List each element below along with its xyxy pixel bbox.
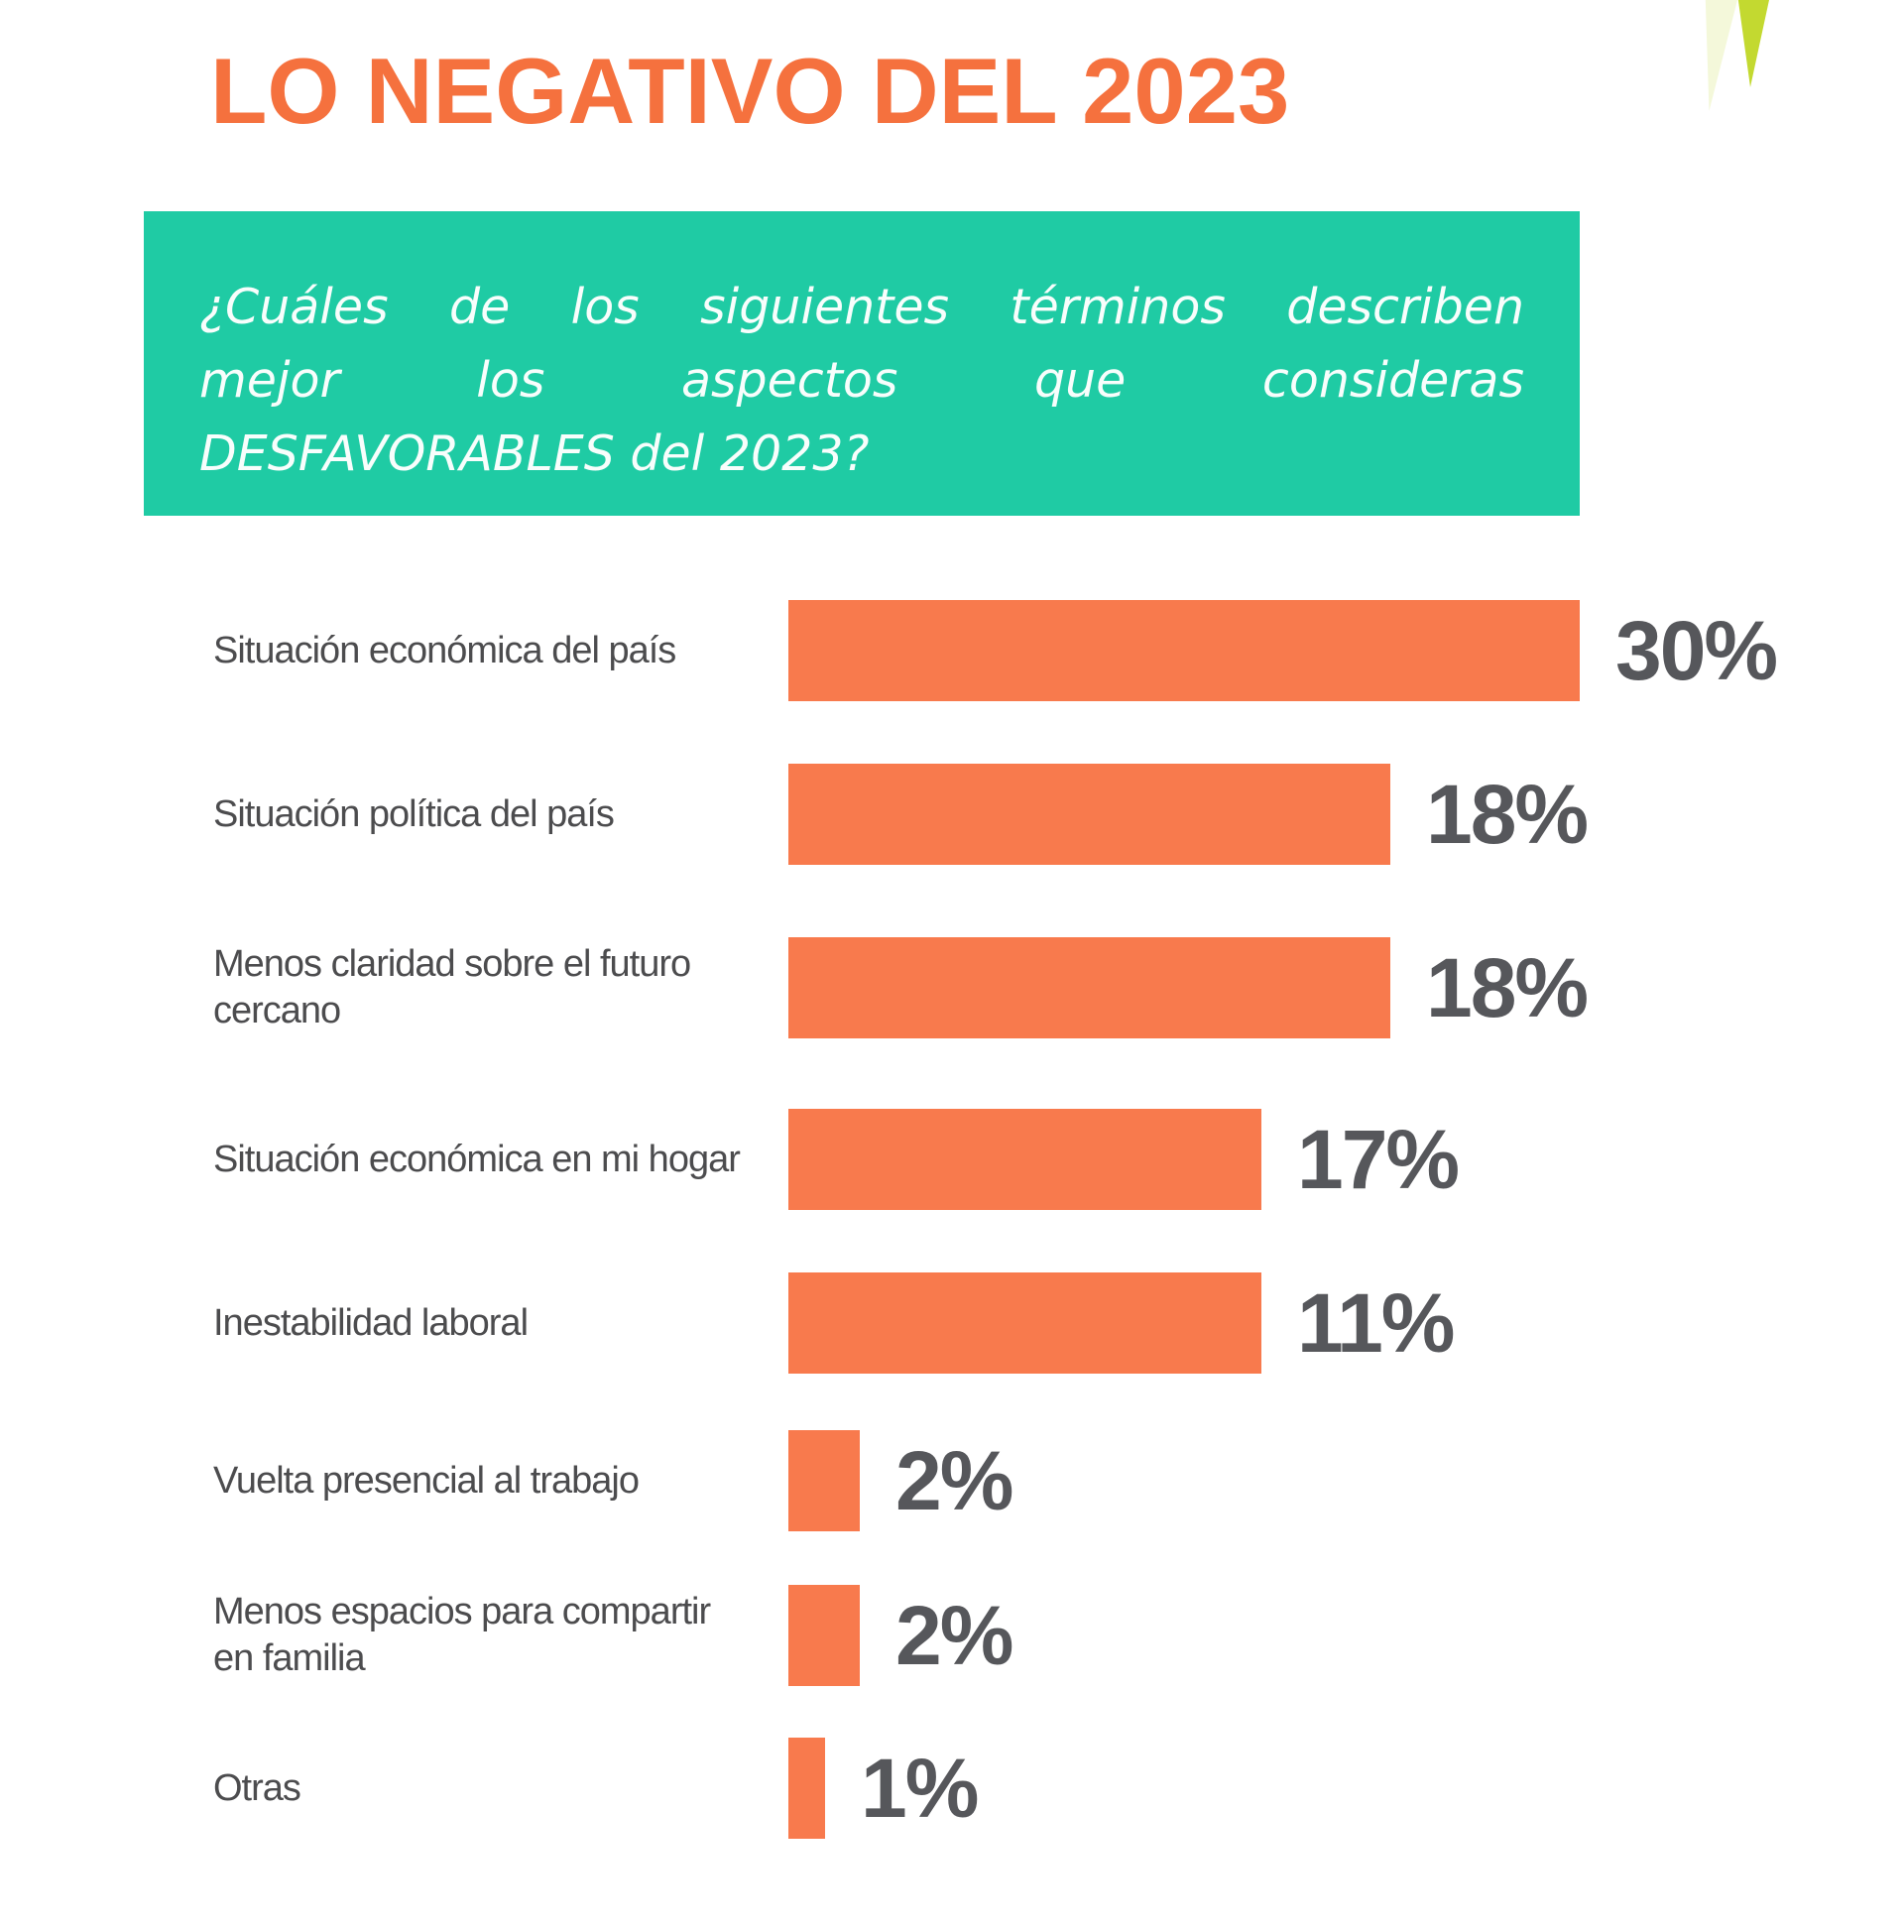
category-label: Vuelta presencial al trabajo xyxy=(213,1459,640,1502)
bar xyxy=(788,1585,860,1686)
bar xyxy=(788,937,1390,1038)
value-label: 30% xyxy=(1615,603,1778,697)
value-label: 18% xyxy=(1426,767,1589,861)
question-line-3: DESFAVORABLES del 2023? xyxy=(199,425,870,482)
bar xyxy=(788,764,1390,865)
category-label: Otras xyxy=(213,1766,301,1809)
bar xyxy=(788,600,1580,701)
category-label: Menos claridad sobre el futuro cercano xyxy=(213,943,691,1031)
bar xyxy=(788,1430,860,1531)
question-line-2: mejor los aspectos que consideras xyxy=(199,352,1524,409)
page-title: LO NEGATIVO DEL 2023 xyxy=(210,39,1290,143)
category-label: Situación económica del país xyxy=(213,629,676,671)
value-label: 2% xyxy=(895,1588,1013,1682)
question-box: ¿Cuáles de los siguientes términos descr… xyxy=(144,211,1580,516)
category-label: Menos espacios para compartir en familia xyxy=(213,1591,711,1679)
value-label: 11% xyxy=(1297,1275,1455,1370)
category-label: Situación económica en mi hogar xyxy=(213,1138,741,1180)
value-label: 1% xyxy=(861,1741,979,1835)
value-label: 2% xyxy=(895,1433,1013,1527)
bar xyxy=(788,1272,1261,1374)
category-label: Situación política del país xyxy=(213,792,615,835)
question-line-1: ¿Cuáles de los siguientes términos descr… xyxy=(199,279,1524,335)
value-label: 17% xyxy=(1297,1112,1460,1206)
value-label: 18% xyxy=(1426,940,1589,1034)
category-label: Inestabilidad laboral xyxy=(213,1301,529,1344)
bar xyxy=(788,1109,1261,1210)
bar xyxy=(788,1738,825,1839)
